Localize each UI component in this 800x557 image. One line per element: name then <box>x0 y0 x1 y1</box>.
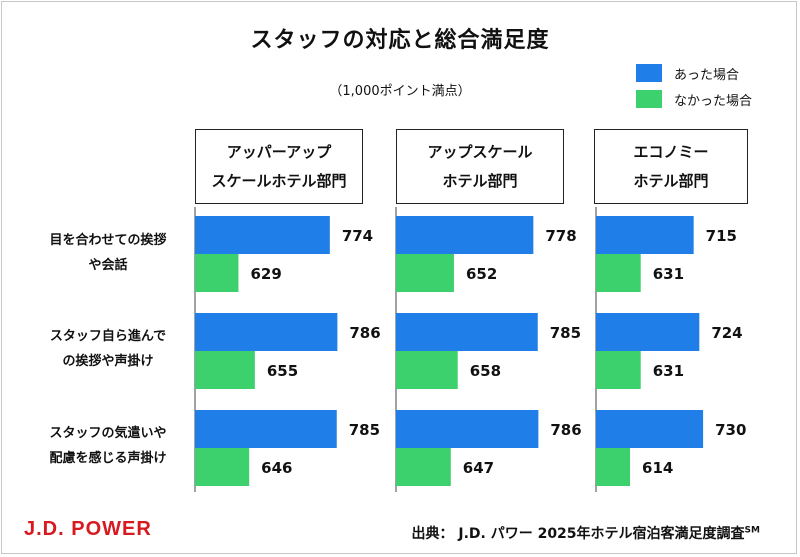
bar-without <box>396 448 451 486</box>
category-label-line: 目を合わせての挨拶 <box>49 233 167 248</box>
group-header-line: ホテル部門 <box>442 171 518 190</box>
bar-without <box>596 448 631 486</box>
data-label-without: 631 <box>653 362 684 380</box>
category-label-line: や会話 <box>88 258 128 273</box>
category-label-line: スタッフ自ら進んで <box>49 329 167 344</box>
bar-without <box>195 254 239 292</box>
group-header-line: エコノミー <box>633 142 709 161</box>
category-label-line: スタッフの気遣いや <box>49 426 167 441</box>
data-label-with: 785 <box>349 421 380 439</box>
bar-with <box>195 313 338 351</box>
legend-swatch-without <box>636 90 662 108</box>
bar-with <box>396 410 539 448</box>
group-header-upscale: アップスケール ホテル部門 <box>396 129 564 204</box>
group-header-line: ホテル部門 <box>633 171 709 190</box>
data-label-with: 786 <box>349 324 380 342</box>
data-label-with: 778 <box>545 227 576 245</box>
category-label-proactive-greeting: スタッフ自ら進んで の挨拶や声掛け <box>28 324 188 374</box>
data-label-without: 647 <box>463 459 494 477</box>
category-label-line: 配慮を感じる声掛け <box>49 451 167 466</box>
chart-title: スタッフの対応と総合満足度 <box>250 28 550 53</box>
category-label-line: の挨拶や声掛け <box>62 354 154 369</box>
data-label-with: 715 <box>706 227 737 245</box>
group-header-economy: エコノミー ホテル部門 <box>594 129 748 204</box>
legend-item-with: あった場合 <box>636 62 752 84</box>
bar-without <box>396 254 454 292</box>
category-label-considerate-words: スタッフの気遣いや 配慮を感じる声掛け <box>28 421 188 471</box>
bar-without <box>596 351 641 389</box>
group-header-upper-upscale: アッパーアップ スケールホテル部門 <box>195 129 363 204</box>
data-label-with: 724 <box>711 324 742 342</box>
legend-label-with: あった場合 <box>674 67 740 83</box>
data-label-without: 629 <box>250 265 281 283</box>
bar-with <box>195 410 337 448</box>
source-note: 出典： J.D. パワー 2025年ホテル宿泊客満足度調査SM <box>411 523 760 543</box>
data-label-without: 658 <box>470 362 501 380</box>
group-header-line: スケールホテル部門 <box>211 171 347 190</box>
source-superscript: SM <box>744 525 760 536</box>
data-label-with: 730 <box>715 421 746 439</box>
legend-swatch-with <box>636 64 662 82</box>
group-header-line: アッパーアップ <box>226 142 332 161</box>
chart-subtitle: （1,000ポイント満点） <box>329 84 471 99</box>
bar-with <box>596 313 700 351</box>
legend: あった場合 なかった場合 <box>636 62 752 114</box>
data-label-without: 646 <box>261 459 292 477</box>
category-label-eye-contact: 目を合わせての挨拶 や会話 <box>28 228 188 278</box>
data-label-without: 652 <box>466 265 497 283</box>
bar-without <box>396 351 458 389</box>
data-label-with: 786 <box>550 421 581 439</box>
bar-with <box>596 410 704 448</box>
bar-without <box>596 254 641 292</box>
data-label-without: 655 <box>267 362 298 380</box>
group-header-line: アップスケール <box>427 142 533 161</box>
bar-with <box>596 216 694 254</box>
bar-with <box>396 216 534 254</box>
data-label-with: 785 <box>550 324 581 342</box>
bar-with <box>195 216 330 254</box>
data-label-without: 631 <box>653 265 684 283</box>
data-label-with: 774 <box>342 227 373 245</box>
bar-without <box>195 351 255 389</box>
source-text: 出典： J.D. パワー 2025年ホテル宿泊客満足度調査 <box>411 526 745 542</box>
bar-without <box>195 448 250 486</box>
jd-power-logo: J.D. POWER <box>24 518 152 540</box>
bar-with <box>396 313 538 351</box>
data-label-without: 614 <box>642 459 673 477</box>
legend-label-without: なかった場合 <box>674 93 753 109</box>
legend-item-without: なかった場合 <box>636 88 752 110</box>
